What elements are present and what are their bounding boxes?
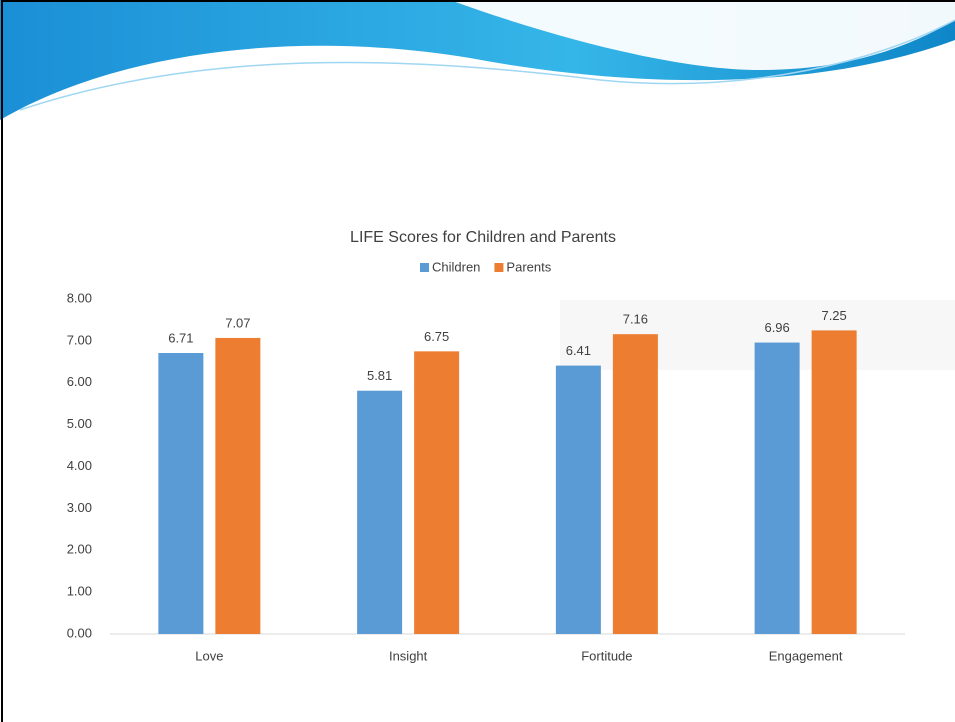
y-tick-label: 2.00 [67, 542, 92, 557]
y-tick-label: 8.00 [67, 290, 92, 305]
data-label: 7.16 [623, 312, 648, 327]
chart-title: LIFE Scores for Children and Parents [350, 229, 616, 246]
y-tick-label: 6.00 [67, 374, 92, 389]
bar [414, 351, 460, 634]
legend-swatch [494, 263, 504, 272]
y-tick-label: 4.00 [67, 458, 92, 473]
bar [555, 365, 601, 634]
y-tick-label: 5.00 [67, 416, 92, 431]
bar [357, 390, 403, 634]
bar [158, 353, 204, 634]
header-line [19, 19, 955, 111]
y-tick-label: 1.00 [67, 584, 92, 599]
bar [811, 330, 857, 634]
y-tick-label: 0.00 [67, 625, 92, 640]
bar [754, 342, 800, 634]
y-tick-label: 7.00 [67, 332, 92, 347]
legend-swatch [420, 263, 429, 272]
data-label: 6.75 [424, 329, 449, 344]
legend-label: Children [432, 259, 480, 274]
y-tick-label: 3.00 [67, 500, 92, 515]
x-tick-label: Engagement [769, 648, 843, 663]
data-label: 6.41 [566, 343, 591, 358]
bar [612, 334, 658, 634]
data-label: 6.96 [764, 320, 789, 335]
data-label: 7.07 [225, 315, 250, 330]
legend-label: Parents [506, 259, 551, 274]
x-tick-label: Insight [389, 648, 428, 663]
header-wave-highlight [450, 0, 955, 70]
x-tick-label: Love [195, 648, 223, 663]
data-label: 5.81 [367, 368, 392, 383]
bar [215, 337, 261, 634]
x-tick-label: Fortitude [581, 648, 632, 663]
data-label: 7.25 [821, 308, 846, 323]
data-label: 6.71 [168, 330, 193, 345]
